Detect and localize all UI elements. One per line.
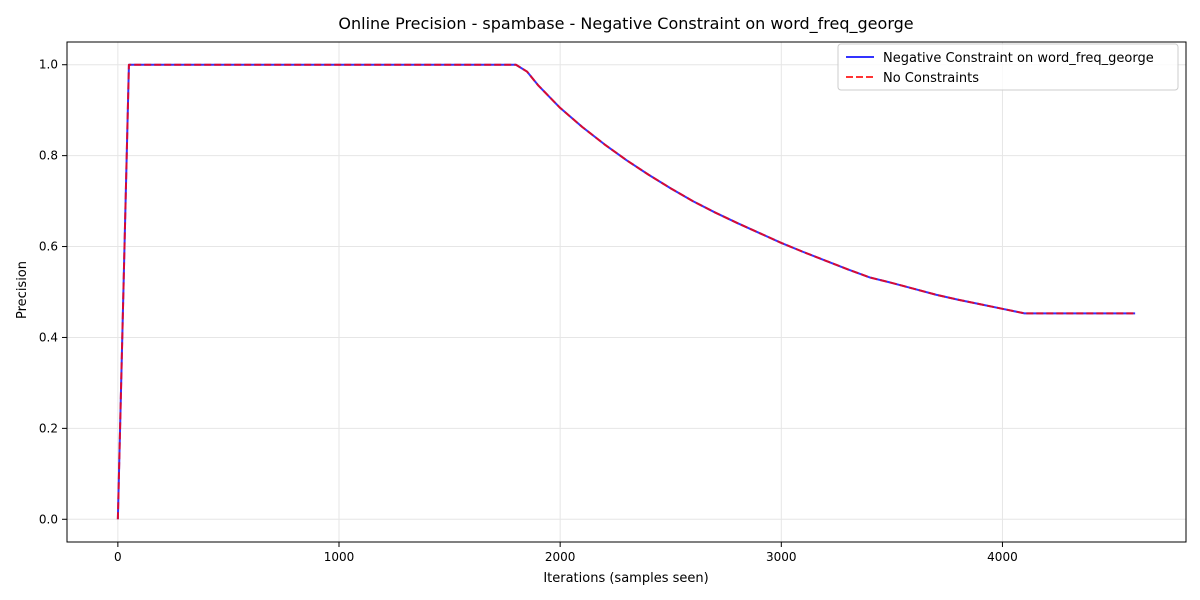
- y-axis-label: Precision: [15, 261, 30, 319]
- plot-frame: [66, 41, 1187, 543]
- x-axis: 0 1000 2000 3000 4000: [114, 542, 1018, 564]
- y-tick-label: 1.0: [39, 58, 58, 72]
- x-tick-label: 2000: [545, 550, 576, 564]
- x-tick-label: 0: [114, 550, 122, 564]
- plot-lines: [116, 63, 1136, 520]
- chart-title: Online Precision - spambase - Negative C…: [338, 14, 913, 34]
- legend-label-1: Negative Constraint on word_freq_george: [883, 51, 1154, 66]
- y-tick-label: 0.2: [39, 421, 58, 435]
- series-line-2: [116, 63, 1136, 520]
- x-axis-label: Iterations (samples seen): [543, 571, 708, 586]
- x-tick-label: 1000: [324, 550, 355, 564]
- legend-box: [837, 43, 1179, 91]
- y-tick-label: 0.6: [39, 240, 58, 254]
- legend-label-2: No Constraints: [883, 71, 979, 86]
- y-axis: 0.0 0.2 0.4 0.6 0.8 1.0: [39, 58, 67, 526]
- y-tick-label: 0.4: [39, 330, 58, 344]
- x-tick-label: 3000: [766, 550, 797, 564]
- y-tick-label: 0.8: [39, 149, 58, 163]
- legend: Negative Constraint on word_freq_george N…: [837, 43, 1179, 91]
- y-tick-label: 0.0: [39, 512, 58, 526]
- x-tick-label: 4000: [987, 550, 1018, 564]
